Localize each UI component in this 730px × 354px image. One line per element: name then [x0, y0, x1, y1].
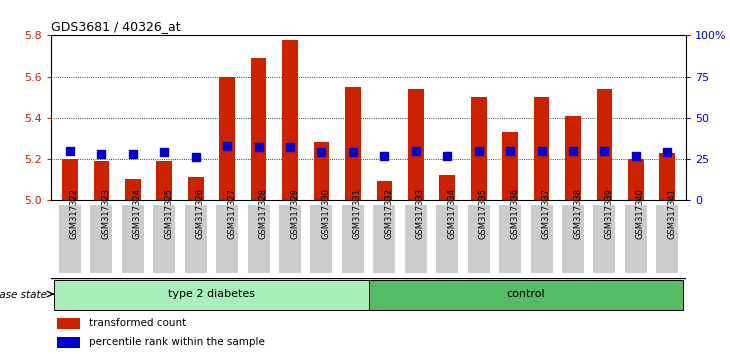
Text: control: control — [507, 289, 545, 299]
Bar — [125, 179, 141, 200]
Bar — [93, 161, 110, 200]
Text: type 2 diabetes: type 2 diabetes — [168, 289, 255, 299]
Point — [473, 148, 485, 153]
FancyBboxPatch shape — [342, 205, 364, 273]
Point — [379, 153, 391, 158]
FancyBboxPatch shape — [562, 205, 584, 273]
Text: GSM317335: GSM317335 — [479, 188, 488, 239]
Point — [284, 144, 296, 150]
Bar — [377, 182, 392, 200]
Bar — [534, 97, 550, 200]
Text: GSM317339: GSM317339 — [604, 188, 613, 239]
FancyBboxPatch shape — [468, 205, 490, 273]
Text: GSM317323: GSM317323 — [101, 188, 110, 239]
Point — [190, 154, 201, 160]
Text: GSM317336: GSM317336 — [510, 188, 519, 239]
FancyBboxPatch shape — [59, 205, 81, 273]
FancyBboxPatch shape — [405, 205, 427, 273]
Text: transformed count: transformed count — [89, 318, 186, 328]
Text: GSM317331: GSM317331 — [353, 188, 362, 239]
FancyBboxPatch shape — [216, 205, 238, 273]
Text: GSM317333: GSM317333 — [416, 188, 425, 239]
Text: GSM317329: GSM317329 — [290, 188, 299, 239]
FancyBboxPatch shape — [656, 205, 678, 273]
Point — [599, 148, 610, 153]
Text: GSM317330: GSM317330 — [321, 188, 331, 239]
Point — [442, 153, 453, 158]
Text: GSM317337: GSM317337 — [542, 188, 550, 239]
Text: GSM317341: GSM317341 — [667, 188, 676, 239]
FancyBboxPatch shape — [122, 205, 144, 273]
Point — [504, 148, 516, 153]
Text: GSM317328: GSM317328 — [258, 188, 268, 239]
Text: GSM317334: GSM317334 — [447, 188, 456, 239]
Point — [64, 148, 76, 153]
Bar — [250, 58, 266, 200]
FancyBboxPatch shape — [437, 205, 458, 273]
Point — [253, 144, 264, 150]
FancyBboxPatch shape — [593, 205, 615, 273]
Point — [96, 151, 107, 157]
Point — [567, 148, 579, 153]
Text: GSM317324: GSM317324 — [133, 188, 142, 239]
Text: GSM317338: GSM317338 — [573, 188, 582, 239]
Text: GSM317340: GSM317340 — [636, 188, 645, 239]
Bar — [596, 89, 612, 200]
Point — [661, 149, 673, 155]
FancyBboxPatch shape — [91, 205, 112, 273]
Point — [221, 143, 233, 149]
Text: GSM317332: GSM317332 — [385, 188, 393, 239]
FancyBboxPatch shape — [310, 205, 332, 273]
FancyBboxPatch shape — [499, 205, 521, 273]
Bar — [58, 337, 80, 348]
Bar — [62, 159, 78, 200]
Text: GDS3681 / 40326_at: GDS3681 / 40326_at — [51, 20, 181, 33]
Bar — [471, 97, 487, 200]
Point — [158, 149, 170, 155]
Point — [410, 148, 422, 153]
Text: GSM317326: GSM317326 — [196, 188, 204, 239]
Bar — [659, 153, 675, 200]
Bar — [628, 159, 644, 200]
Bar — [439, 175, 455, 200]
FancyBboxPatch shape — [185, 205, 207, 273]
FancyBboxPatch shape — [531, 205, 553, 273]
FancyBboxPatch shape — [54, 280, 369, 310]
FancyBboxPatch shape — [625, 205, 647, 273]
FancyBboxPatch shape — [369, 280, 683, 310]
Point — [127, 151, 139, 157]
FancyBboxPatch shape — [279, 205, 301, 273]
FancyBboxPatch shape — [153, 205, 175, 273]
Bar — [156, 161, 172, 200]
Bar — [345, 87, 361, 200]
Bar — [283, 40, 298, 200]
Bar — [219, 76, 235, 200]
Bar — [314, 142, 329, 200]
Point — [315, 149, 327, 155]
Bar — [565, 116, 581, 200]
Point — [536, 148, 548, 153]
Bar — [188, 177, 204, 200]
Text: disease state: disease state — [0, 290, 47, 300]
Text: percentile rank within the sample: percentile rank within the sample — [89, 337, 265, 347]
Text: GSM317325: GSM317325 — [164, 188, 173, 239]
Text: GSM317322: GSM317322 — [70, 188, 79, 239]
Bar — [58, 318, 80, 329]
Bar — [502, 132, 518, 200]
FancyBboxPatch shape — [373, 205, 396, 273]
Point — [347, 149, 358, 155]
Point — [630, 153, 642, 158]
FancyBboxPatch shape — [247, 205, 269, 273]
Bar — [408, 89, 423, 200]
Text: GSM317327: GSM317327 — [227, 188, 237, 239]
